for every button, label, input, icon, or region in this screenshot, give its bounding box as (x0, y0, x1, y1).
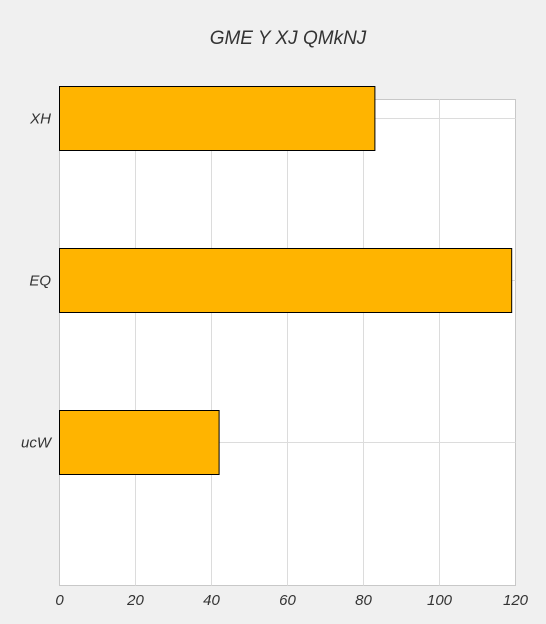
x-tick-label: 20 (126, 592, 144, 609)
bar-eq (59, 248, 513, 313)
y-tick-label: EQ (29, 273, 51, 290)
x-tick-label: 60 (279, 592, 296, 609)
y-tick-label: XH (29, 111, 51, 128)
x-tick-label: 100 (427, 592, 453, 609)
x-tick-label: 80 (355, 592, 372, 609)
bar-ucw (59, 410, 220, 475)
chart-title: GME Y XJ QMkNJ (210, 28, 367, 49)
bars (59, 86, 513, 475)
x-tick-label: 120 (503, 592, 529, 609)
x-tick-label: 0 (55, 592, 64, 609)
y-tick-labels: XH EQ ucW (21, 111, 53, 452)
y-tick-label: ucW (21, 435, 53, 452)
x-tick-label: 40 (203, 592, 220, 609)
bar-xh (59, 86, 376, 151)
x-tick-labels: 0 20 40 60 80 100 120 (55, 592, 528, 609)
